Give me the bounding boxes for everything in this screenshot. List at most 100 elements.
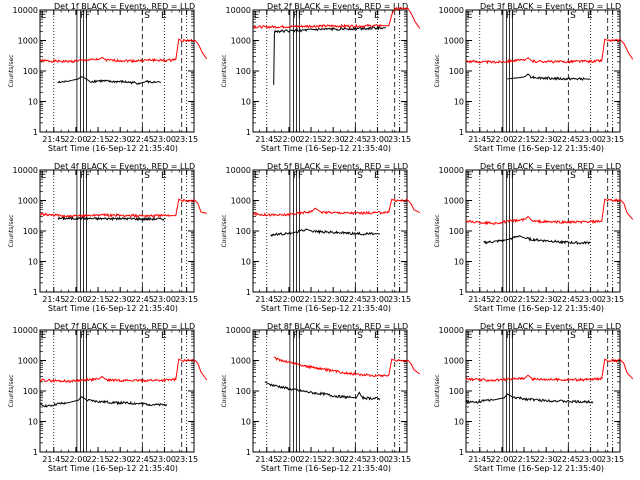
x-tick-label: 21:45 [255, 295, 278, 304]
event-marker-label: S [144, 171, 150, 181]
x-axis-label: Start Time (16-Sep-12 21:35:40) [48, 144, 178, 153]
event-marker-label: S [570, 171, 576, 181]
x-tick-label: 22:00 [490, 295, 513, 304]
y-tick-label: 10000 [439, 6, 464, 15]
x-tick-label: 23:00 [153, 455, 176, 464]
event-marker-label: F [80, 331, 85, 341]
y-tick-label: 1000 [444, 197, 464, 206]
x-tick-label: 22:15 [87, 455, 110, 464]
x-tick-label: 22:45 [131, 135, 154, 144]
x-tick-label: 22:45 [131, 295, 154, 304]
chart-panel-6: Det 6f BLACK = Events, RED = LLD 1 10 100 10… [434, 162, 634, 313]
x-tick-label: 22:30 [535, 455, 558, 464]
event-marker-label: S [357, 331, 363, 341]
y-tick-label: 1 [459, 448, 464, 457]
lld-series-line [39, 198, 207, 219]
y-tick-label: 1000 [18, 357, 38, 366]
x-axis-label: Start Time (16-Sep-12 21:35:40) [261, 464, 391, 473]
y-axis-label: Counts/sec [434, 214, 441, 247]
event-marker-label: F [298, 331, 303, 341]
plot-frame [465, 9, 621, 133]
y-tick-label: 10 [241, 418, 251, 427]
y-tick-label: 1 [33, 128, 38, 137]
y-tick-label: 10000 [226, 6, 251, 15]
event-marker-label: E [467, 331, 473, 341]
y-tick-label: 100 [449, 227, 464, 236]
x-tick-label: 22:15 [300, 135, 323, 144]
x-tick-label: 23:15 [175, 455, 198, 464]
x-tick-label: 22:15 [513, 455, 536, 464]
lld-series-line [39, 38, 208, 64]
event-marker-label: F [85, 171, 90, 181]
x-tick-label: 21:45 [255, 455, 278, 464]
y-tick-label: 100 [23, 387, 38, 396]
x-tick-label: 22:45 [557, 455, 580, 464]
events-series-line [57, 76, 162, 85]
y-axis-label: Counts/sec [434, 374, 441, 407]
event-marker-label: F [85, 11, 90, 21]
x-tick-label: 23:15 [388, 295, 411, 304]
event-marker-label: E [587, 11, 593, 21]
event-marker-label: F [293, 11, 298, 21]
y-tick-label: 10 [241, 98, 251, 107]
x-tick-label: 22:45 [344, 295, 367, 304]
chart-panel-4: Det 4f BLACK = Events, RED = LLD 1 10 100 10… [8, 162, 207, 313]
event-marker-label: F [293, 331, 298, 341]
lld-series-line [252, 7, 421, 30]
x-tick-label: 23:00 [366, 295, 389, 304]
plot-frame [252, 169, 408, 293]
event-marker-label: S [357, 171, 363, 181]
chart-title: Det 5f BLACK = Events, RED = LLD [267, 162, 408, 171]
event-marker-label: F [506, 171, 511, 181]
event-marker-label: E [161, 11, 167, 21]
x-tick-label: 21:45 [42, 295, 65, 304]
events-series-line [39, 396, 168, 408]
y-tick-label: 10000 [439, 166, 464, 175]
y-axis-label: Counts/sec [221, 214, 228, 247]
x-axis-label: Start Time (16-Sep-12 21:35:40) [261, 144, 391, 153]
x-tick-label: 22:30 [322, 295, 345, 304]
lld-series-line [253, 198, 420, 217]
y-tick-label: 10 [454, 98, 464, 107]
chart-title: Det 3f BLACK = Events, RED = LLD [480, 2, 621, 11]
plot-frame [252, 329, 408, 453]
lld-series-line [273, 356, 421, 378]
y-tick-label: 1000 [231, 37, 251, 46]
x-tick-label: 22:30 [322, 135, 345, 144]
x-tick-label: 23:15 [601, 455, 624, 464]
y-tick-label: 10 [28, 98, 38, 107]
events-series-line [57, 215, 166, 222]
y-tick-label: 10000 [13, 326, 38, 335]
x-tick-label: 23:00 [153, 135, 176, 144]
x-tick-label: 22:00 [277, 455, 300, 464]
x-axis-label: Start Time (16-Sep-12 21:35:40) [474, 144, 604, 153]
y-axis-label: Counts/sec [8, 214, 15, 247]
x-axis-label: Start Time (16-Sep-12 21:35:40) [474, 464, 604, 473]
y-axis-label: Counts/sec [8, 374, 15, 407]
event-marker-label: E [374, 11, 380, 21]
event-marker-label: F [293, 171, 298, 181]
x-tick-label: 22:45 [557, 135, 580, 144]
event-marker-label: S [357, 11, 363, 21]
event-marker-label: E [41, 331, 47, 341]
x-tick-label: 23:15 [601, 135, 624, 144]
y-tick-label: 10 [28, 418, 38, 427]
x-tick-label: 22:45 [344, 455, 367, 464]
x-tick-label: 22:30 [109, 135, 132, 144]
event-marker-label: E [374, 171, 380, 181]
event-marker-label: F [511, 11, 516, 21]
event-marker-label: E [41, 171, 47, 181]
chart-title: Det 2f BLACK = Events, RED = LLD [267, 2, 408, 11]
y-tick-label: 10 [454, 258, 464, 267]
y-tick-label: 100 [23, 67, 38, 76]
event-marker-label: S [570, 11, 576, 21]
y-tick-label: 100 [23, 227, 38, 236]
x-tick-label: 22:30 [535, 135, 558, 144]
y-tick-label: 100 [236, 67, 251, 76]
x-tick-label: 22:15 [300, 295, 323, 304]
plot-frame [465, 169, 621, 293]
event-marker-label: S [144, 331, 150, 341]
y-axis-label: Counts/sec [8, 54, 15, 87]
x-axis-label: Start Time (16-Sep-12 21:35:40) [474, 304, 604, 313]
x-tick-label: 23:15 [175, 135, 198, 144]
